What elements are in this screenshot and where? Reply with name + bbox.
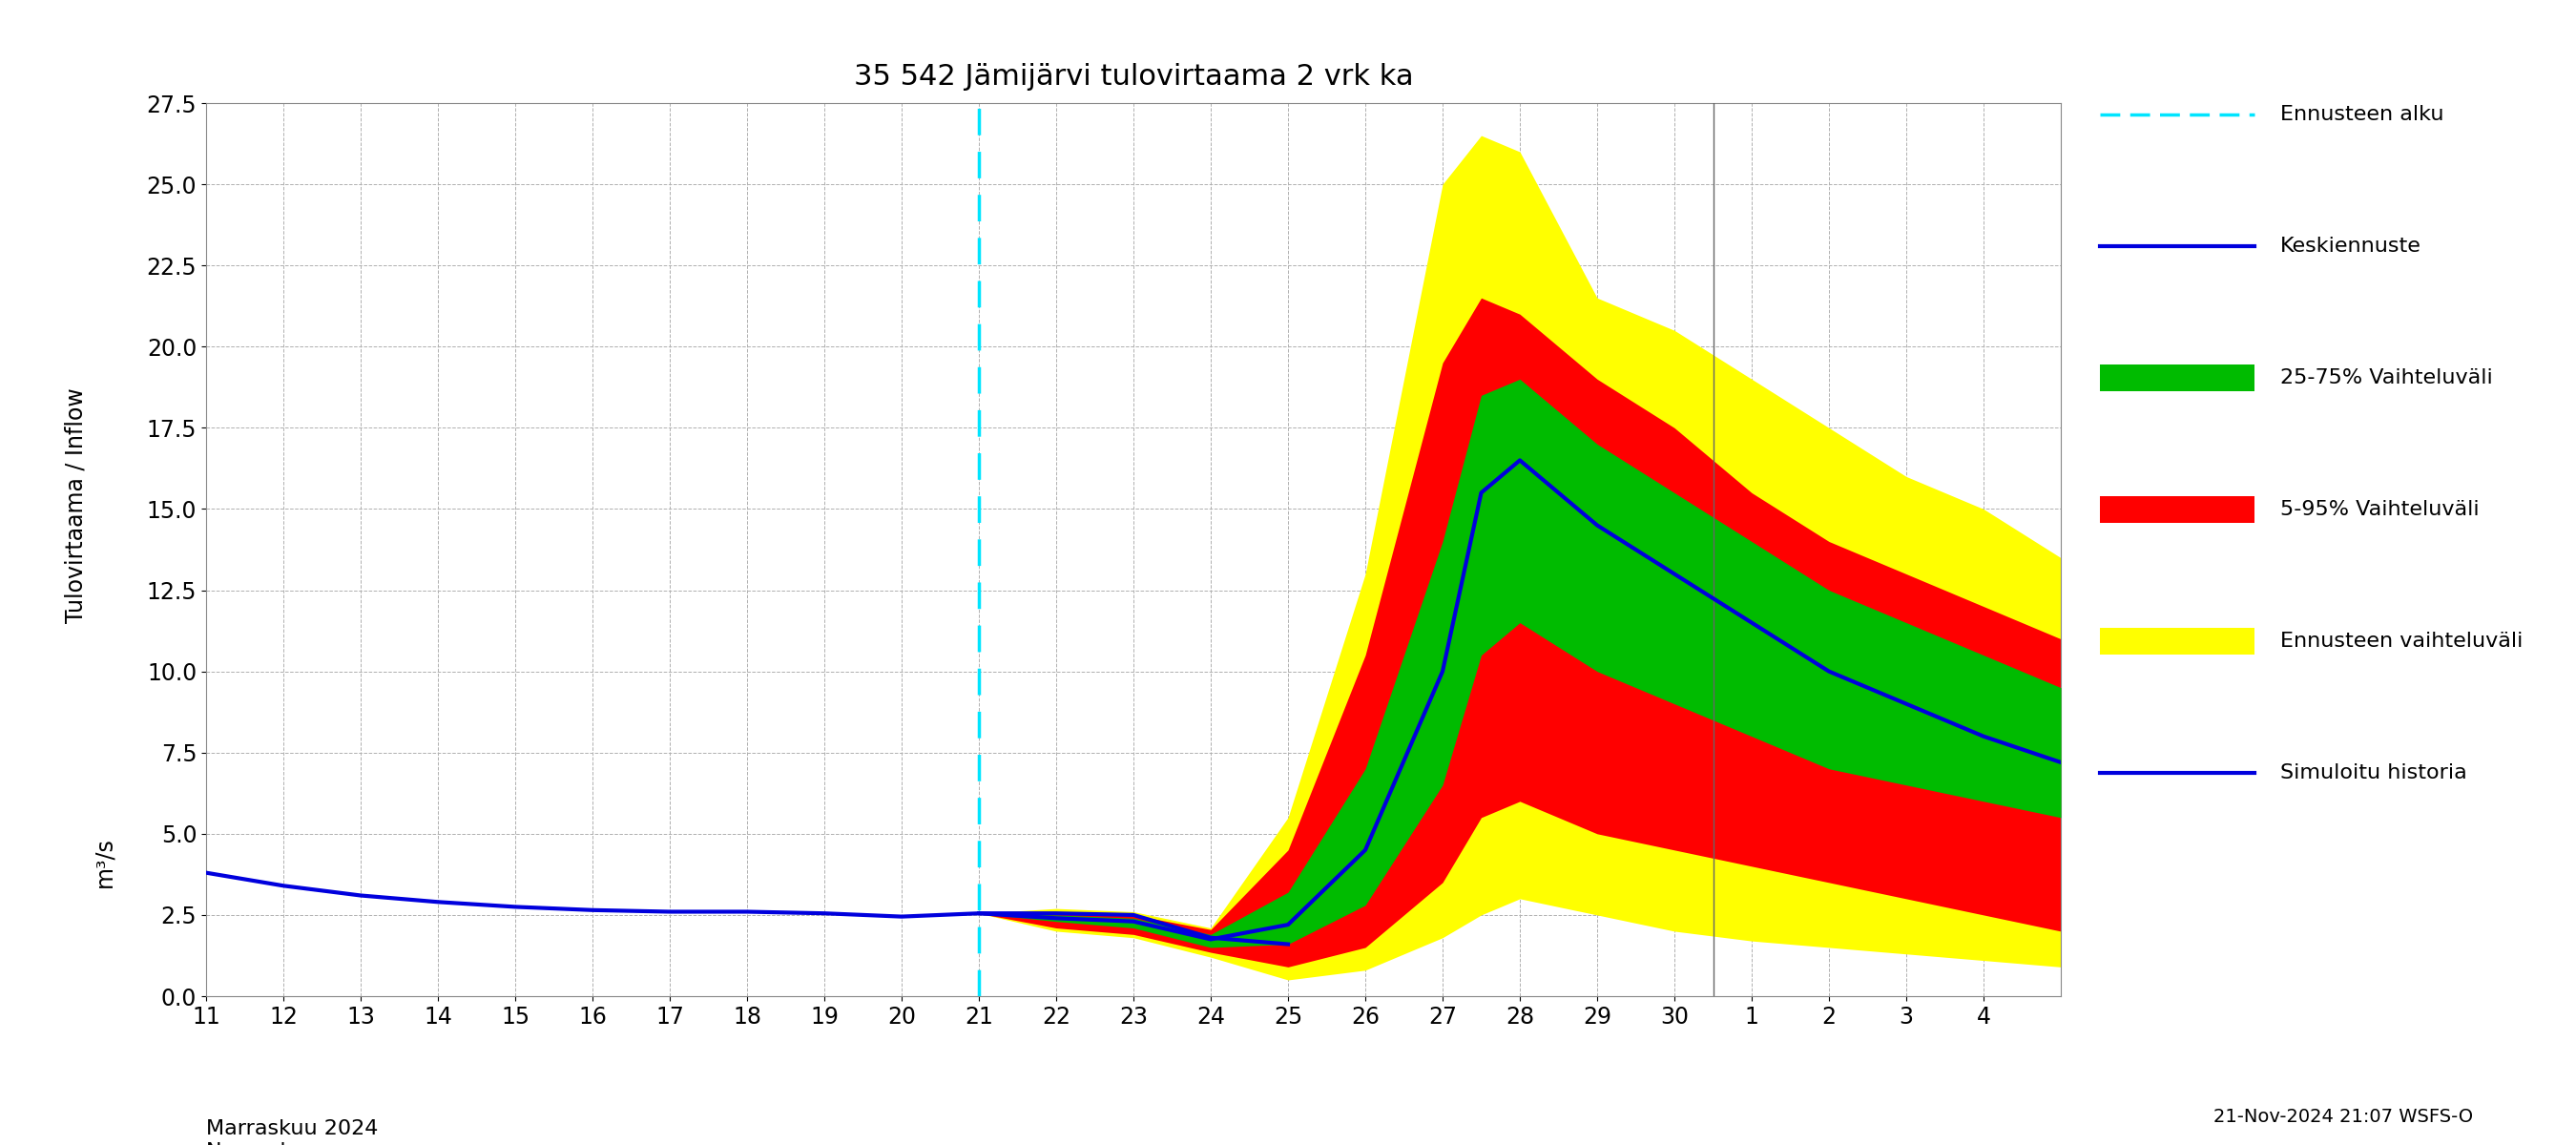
Text: Ennusteen vaihteluväli: Ennusteen vaihteluväli: [2280, 632, 2522, 650]
Text: 5-95% Vaihteluväli: 5-95% Vaihteluväli: [2280, 500, 2478, 519]
Text: Keskiennuste: Keskiennuste: [2280, 237, 2421, 255]
Text: Tulovirtaama / Inflow: Tulovirtaama / Inflow: [64, 387, 88, 623]
Text: 21-Nov-2024 21:07 WSFS-O: 21-Nov-2024 21:07 WSFS-O: [2213, 1108, 2473, 1126]
Text: Marraskuu 2024
November: Marraskuu 2024 November: [206, 1120, 379, 1145]
Text: 25-75% Vaihteluväli: 25-75% Vaihteluväli: [2280, 369, 2491, 387]
Title: 35 542 Jämijärvi tulovirtaama 2 vrk ka: 35 542 Jämijärvi tulovirtaama 2 vrk ka: [853, 63, 1414, 90]
Text: Ennusteen alku: Ennusteen alku: [2280, 105, 2445, 124]
Text: m³/s: m³/s: [93, 837, 116, 887]
Text: Simuloitu historia: Simuloitu historia: [2280, 764, 2465, 782]
